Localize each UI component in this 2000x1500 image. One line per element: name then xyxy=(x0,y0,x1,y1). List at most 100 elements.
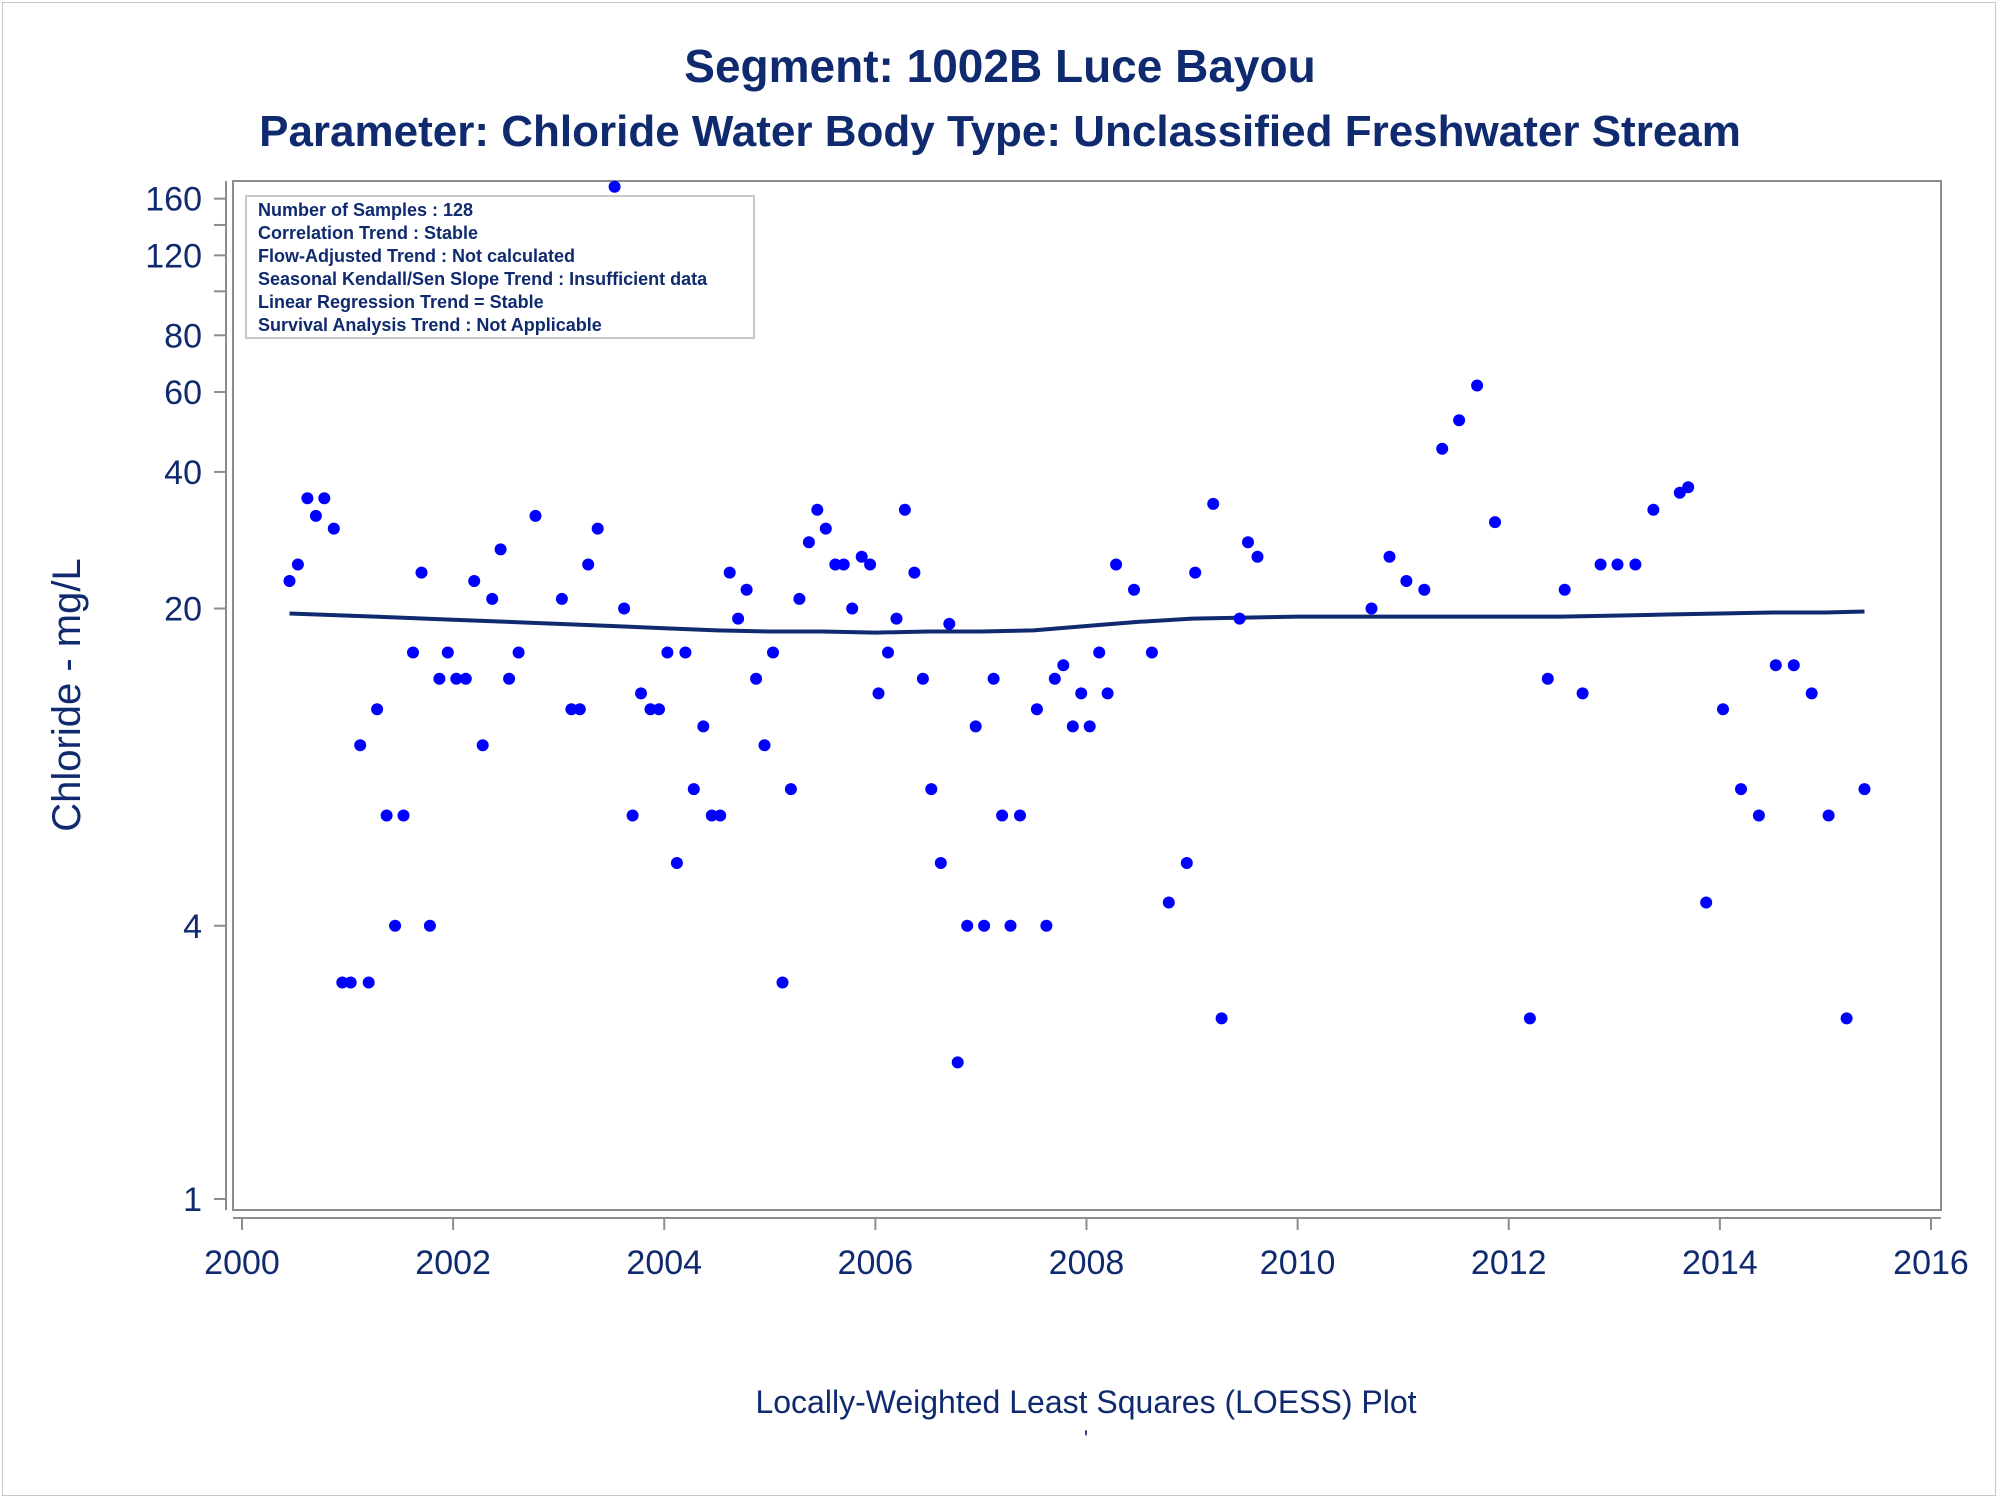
data-point xyxy=(916,672,929,685)
data-point xyxy=(1207,497,1220,510)
y-tick-label: 1 xyxy=(183,1181,202,1219)
y-axis: 1 4 20 40 60 80 120 160 xyxy=(145,181,227,1219)
data-point xyxy=(309,509,322,522)
chart-subtitle: Parameter: Chloride Water Body Type: Unc… xyxy=(259,107,1741,156)
data-point xyxy=(1101,687,1114,700)
x-tick-label: 2002 xyxy=(415,1244,491,1282)
data-point xyxy=(1682,481,1695,494)
data-point xyxy=(1418,583,1431,596)
data-point xyxy=(1541,672,1554,685)
data-point xyxy=(882,646,894,659)
data-point xyxy=(961,919,974,932)
data-point xyxy=(476,739,489,752)
y-tick-label: 20 xyxy=(164,591,202,629)
data-point xyxy=(661,646,674,659)
data-point xyxy=(1383,550,1396,563)
data-point xyxy=(1145,646,1158,659)
data-point xyxy=(951,1056,964,1069)
data-point xyxy=(582,558,595,571)
data-point xyxy=(336,976,349,989)
data-point xyxy=(291,558,304,571)
data-point xyxy=(573,703,586,716)
stats-line-seasonal-kendall: Seasonal Kendall/Sen Slope Trend : Insuf… xyxy=(258,269,708,289)
data-point xyxy=(653,703,665,716)
stats-line-correlation: Correlation Trend : Stable xyxy=(258,223,478,243)
data-point xyxy=(784,783,797,796)
data-point xyxy=(793,592,806,605)
points-layer xyxy=(283,180,1871,1069)
data-point xyxy=(750,672,763,685)
data-point xyxy=(327,522,340,535)
data-point xyxy=(644,703,657,716)
data-point xyxy=(1769,659,1782,672)
data-point xyxy=(1576,687,1589,700)
data-point xyxy=(767,646,779,659)
stats-line-flow-adjusted: Flow-Adjusted Trend : Not calculated xyxy=(258,246,575,266)
footnote: Locally-Weighted Least Squares (LOESS) P… xyxy=(755,1384,1416,1420)
data-point xyxy=(512,646,525,659)
data-point xyxy=(705,809,718,822)
data-point xyxy=(591,522,604,535)
x-tick-label: 2006 xyxy=(838,1244,914,1282)
data-point xyxy=(1075,687,1088,700)
chart-title: Segment: 1002B Luce Bayou xyxy=(684,40,1315,92)
data-point xyxy=(459,672,472,685)
data-point xyxy=(529,509,542,522)
data-point xyxy=(555,592,568,605)
data-point xyxy=(846,602,859,615)
data-point xyxy=(1014,809,1026,822)
data-point xyxy=(1040,919,1053,932)
data-point xyxy=(898,503,911,516)
data-point xyxy=(1647,503,1660,516)
data-point xyxy=(1611,558,1624,571)
data-point xyxy=(1700,896,1713,909)
data-point xyxy=(1787,659,1800,672)
data-point xyxy=(802,536,815,549)
data-point xyxy=(697,720,710,733)
data-point xyxy=(811,503,824,516)
x-tick-label: 2010 xyxy=(1260,1244,1336,1282)
data-point xyxy=(1471,379,1484,392)
data-point xyxy=(1629,558,1642,571)
y-tick-label: 60 xyxy=(164,374,202,412)
data-point xyxy=(1110,558,1123,571)
data-point xyxy=(714,809,727,822)
data-point xyxy=(934,857,947,869)
data-point xyxy=(468,575,481,587)
data-point xyxy=(318,492,331,505)
data-point xyxy=(732,612,745,625)
data-point xyxy=(1840,1012,1853,1025)
data-point xyxy=(423,919,436,932)
data-point xyxy=(1030,703,1043,716)
data-point xyxy=(1752,809,1765,822)
x-tick-label: 2012 xyxy=(1471,1244,1547,1282)
x-tick-label: 2000 xyxy=(204,1244,280,1282)
data-point xyxy=(1453,414,1466,427)
x-tick-label: 2004 xyxy=(626,1244,702,1282)
data-point xyxy=(1858,783,1871,796)
data-point xyxy=(758,739,771,752)
data-point xyxy=(608,180,621,193)
data-point xyxy=(978,919,991,932)
data-point xyxy=(687,783,700,796)
data-point xyxy=(1093,646,1106,659)
data-point xyxy=(670,857,683,869)
data-point xyxy=(354,739,367,752)
data-point xyxy=(380,809,393,822)
stats-line-linear-regression: Linear Regression Trend = Stable xyxy=(258,292,544,312)
data-point xyxy=(565,703,578,716)
data-point xyxy=(969,720,982,733)
data-point xyxy=(1180,857,1193,869)
data-point xyxy=(415,566,428,579)
data-point xyxy=(1365,602,1378,615)
x-tick-label: 2014 xyxy=(1682,1244,1758,1282)
y-tick-label: 4 xyxy=(183,908,202,946)
data-point xyxy=(864,558,877,571)
data-point xyxy=(618,602,631,615)
y-tick-label: 120 xyxy=(145,237,202,275)
data-point xyxy=(740,583,753,596)
stats-line-survival-analysis: Survival Analysis Trend : Not Applicable xyxy=(258,315,602,335)
data-point xyxy=(1233,612,1246,625)
data-point xyxy=(1189,566,1202,579)
